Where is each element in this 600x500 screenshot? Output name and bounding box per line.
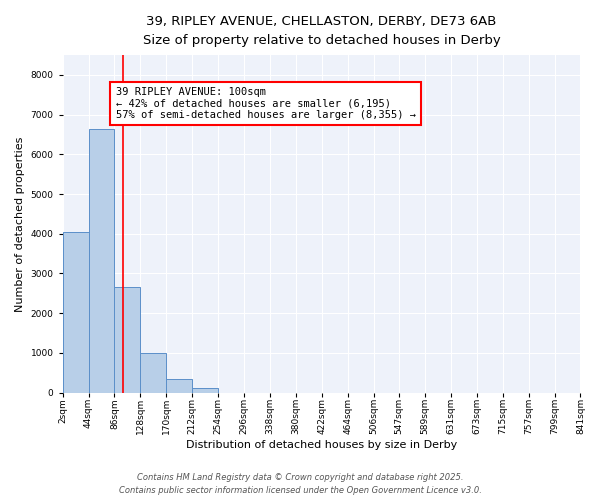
- Bar: [166, 380, 192, 392]
- X-axis label: Distribution of detached houses by size in Derby: Distribution of detached houses by size …: [186, 440, 457, 450]
- Title: 39, RIPLEY AVENUE, CHELLASTON, DERBY, DE73 6AB
Size of property relative to deta: 39, RIPLEY AVENUE, CHELLASTON, DERBY, DE…: [143, 15, 500, 47]
- Bar: [140, 353, 166, 393]
- Y-axis label: Number of detached properties: Number of detached properties: [15, 136, 25, 312]
- Text: Contains HM Land Registry data © Crown copyright and database right 2025.
Contai: Contains HM Land Registry data © Crown c…: [119, 474, 481, 495]
- Bar: [115, 288, 140, 393]
- Bar: [89, 128, 115, 392]
- Bar: [192, 388, 218, 392]
- Bar: [62, 232, 89, 392]
- Text: 39 RIPLEY AVENUE: 100sqm
← 42% of detached houses are smaller (6,195)
57% of sem: 39 RIPLEY AVENUE: 100sqm ← 42% of detach…: [116, 87, 416, 120]
